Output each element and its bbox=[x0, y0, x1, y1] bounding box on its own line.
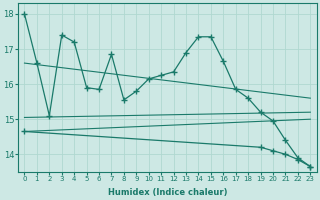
X-axis label: Humidex (Indice chaleur): Humidex (Indice chaleur) bbox=[108, 188, 227, 197]
